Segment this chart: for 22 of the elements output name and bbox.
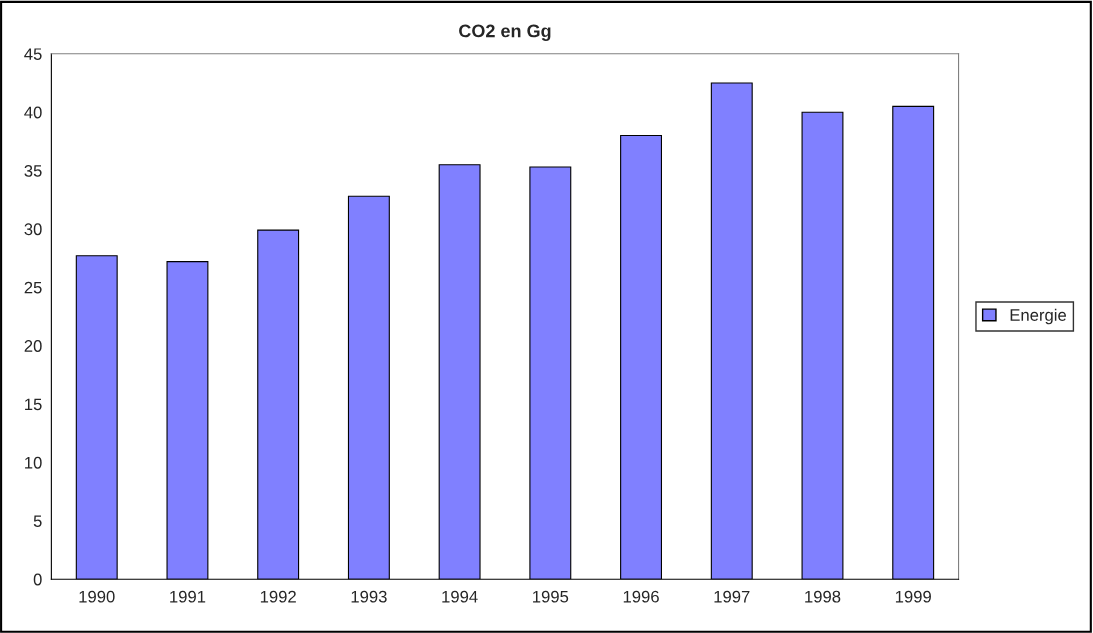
x-tick-label: 1995 (533, 590, 569, 603)
x-tick-label: 1994 (442, 590, 478, 603)
chart-title: CO2 en Gg (459, 24, 551, 41)
y-tick-label: 35 (24, 164, 42, 177)
y-tick-label: 15 (25, 398, 42, 411)
y-tick-label: 5 (33, 515, 42, 528)
legend-label: Energie (1010, 308, 1067, 325)
x-tick-label: 1997 (714, 590, 750, 603)
x-tick-label: 1998 (805, 590, 841, 603)
y-tick-label: 45 (24, 48, 42, 61)
y-tick-label: 0 (33, 573, 42, 586)
y-tick-label: 10 (25, 456, 42, 469)
y-tick-label: 30 (24, 223, 42, 236)
y-tick-label: 20 (24, 340, 42, 352)
y-tick-label: 25 (24, 281, 42, 294)
x-tick-label: 1990 (79, 590, 115, 603)
x-tick-label: 1992 (260, 590, 296, 603)
y-tick-label: 40 (24, 106, 42, 119)
x-tick-label: 1993 (351, 590, 387, 603)
x-tick-label: 1999 (895, 590, 931, 603)
x-tick-label: 1991 (170, 590, 206, 603)
x-tick-label: 1996 (623, 590, 659, 603)
